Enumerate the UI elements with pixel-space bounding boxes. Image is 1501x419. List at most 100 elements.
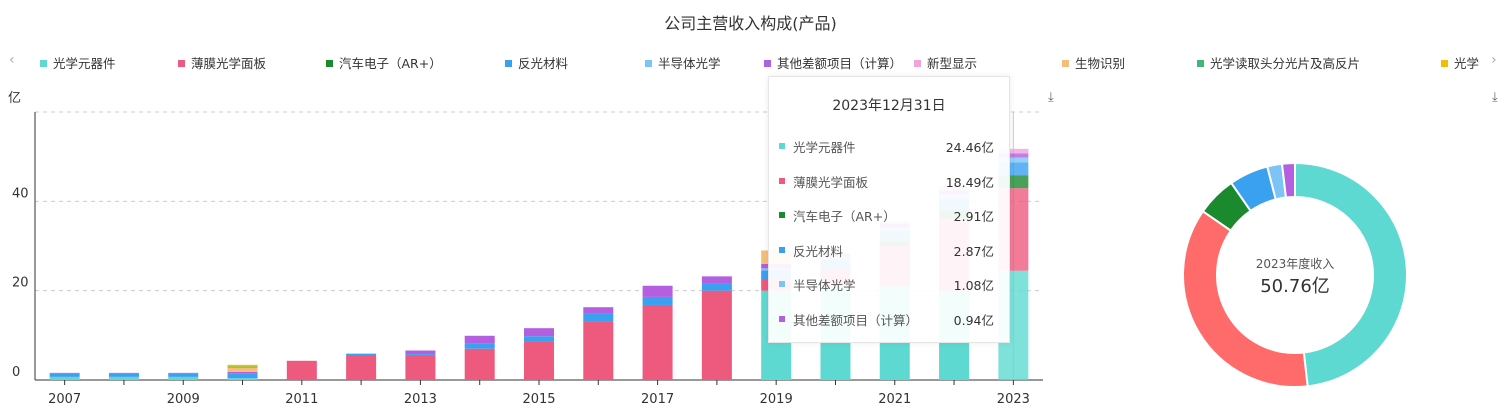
tooltip-swatch — [779, 177, 785, 184]
bar-segment — [49, 376, 80, 380]
bar-segment — [405, 354, 436, 380]
tooltip-swatch — [779, 212, 785, 218]
x-tick-label: 2013 — [404, 392, 437, 407]
legend-swatch — [1441, 60, 1448, 67]
legend-item[interactable]: 薄膜光学面板 — [178, 53, 266, 72]
y-tick-label: 40 — [12, 186, 29, 201]
tooltip-series-value: 0.94亿 — [953, 312, 994, 328]
tooltip-swatch — [779, 281, 785, 287]
tooltip-series-value: 2.87亿 — [953, 243, 994, 259]
bar-segment — [227, 378, 258, 380]
tooltip-series-value: 1.08亿 — [953, 278, 994, 293]
bar-segment — [49, 373, 80, 377]
x-tick-label: 2017 — [641, 392, 674, 407]
bar-segment — [583, 307, 614, 314]
tooltip-row: 反光材料 2.87亿 — [779, 241, 994, 261]
legend-label: 光学元器件 — [53, 56, 116, 71]
bar-segment — [524, 341, 554, 380]
bar-segment — [998, 148, 1029, 154]
download-icon[interactable]: ⤓ — [1492, 90, 1498, 105]
bar-segment — [227, 367, 258, 372]
bar-segment — [227, 366, 258, 368]
bar-segment — [227, 371, 258, 374]
bar-segment — [168, 376, 199, 380]
bar-segment — [642, 296, 673, 305]
legend-label: 薄膜光学面板 — [191, 56, 267, 71]
bar-segment — [998, 157, 1029, 163]
legend-item[interactable]: 汽车电子（AR+） — [326, 53, 442, 72]
tooltip-row: 其他差额项目（计算） 0.94亿 — [779, 310, 994, 330]
bar-segment — [108, 372, 139, 374]
legend-label: 反光材料 — [518, 56, 569, 71]
tooltip: 2023年12月31日 光学元器件 24.46亿薄膜光学面板 18.49亿汽车电子（… — [768, 76, 1010, 343]
tooltip-swatch — [779, 246, 785, 253]
x-tick-label: 2019 — [760, 392, 793, 407]
legend-swatch — [326, 60, 333, 67]
y-tick-label: 0 — [12, 365, 20, 380]
bar-segment — [583, 313, 614, 322]
legend-item[interactable]: 反光材料 — [505, 53, 568, 72]
bar-segment — [998, 153, 1029, 158]
tooltip-series-name: 反光材料 — [793, 243, 844, 259]
legend-swatch — [505, 60, 512, 67]
x-tick-label: 2007 — [48, 392, 81, 407]
tooltip-series-name: 光学元器件 — [793, 140, 856, 155]
tooltip-row: 汽车电子（AR+） 2.91亿 — [779, 206, 994, 226]
bar-segment — [49, 372, 80, 374]
chevron-left-icon[interactable]: ‹ — [9, 52, 15, 68]
legend-item[interactable]: 半导体光学 — [645, 53, 721, 72]
legend-swatch — [178, 60, 185, 67]
tooltip-swatch — [779, 315, 785, 322]
legend-label: 光学读取头分光片及高反片 — [1210, 56, 1361, 71]
donut-slice[interactable] — [1294, 161, 1408, 388]
legend-item[interactable]: 光学元器件 — [40, 53, 116, 72]
donut-slice[interactable] — [1280, 161, 1296, 199]
legend-item[interactable]: 其他差额项目（计算） — [764, 53, 902, 72]
bar-segment — [464, 348, 495, 380]
tooltip-series-name: 其他差额项目（计算） — [793, 312, 919, 328]
bar-segment — [524, 336, 554, 342]
chevron-right-icon[interactable]: › — [1491, 52, 1497, 68]
legend-label: 新型显示 — [927, 56, 978, 71]
x-tick-label: 2009 — [167, 392, 200, 407]
bar-segment — [405, 354, 436, 355]
tooltip-series-name: 薄膜光学面板 — [793, 174, 869, 190]
legend-label: 生物识别 — [1075, 56, 1126, 71]
legend-swatch — [914, 60, 921, 67]
legend-label: 汽车电子（AR+） — [339, 56, 442, 71]
tooltip-series-value: 24.46亿 — [945, 140, 994, 155]
legend-item[interactable]: 新型显示 — [914, 53, 977, 72]
tooltip-row: 薄膜光学面板 18.49亿 — [779, 172, 994, 192]
bar-segment — [583, 321, 614, 380]
tooltip-series-name: 半导体光学 — [793, 278, 856, 293]
tooltip-series-value: 2.91亿 — [953, 209, 994, 224]
tooltip-series-value: 18.49亿 — [945, 174, 994, 190]
x-tick-label: 2011 — [285, 392, 318, 407]
y-tick-label: 20 — [12, 276, 29, 291]
bar-segment — [346, 353, 377, 355]
donut-slice[interactable] — [1182, 209, 1309, 388]
tooltip-swatch — [779, 143, 785, 149]
bar-segment — [464, 335, 495, 344]
bar-segment — [701, 276, 732, 284]
donut-center-value: 50.76亿 — [1260, 276, 1330, 297]
legend-item[interactable]: 光学读取头分光片及高反片 — [1197, 53, 1360, 72]
x-tick-label: 2015 — [522, 392, 555, 407]
bar-segment — [701, 283, 732, 291]
bar-segment — [464, 343, 495, 349]
bar-segment — [701, 290, 732, 380]
bar-segment — [227, 364, 258, 367]
bar-segment — [524, 328, 554, 337]
donut-chart — [1182, 161, 1408, 388]
legend-item[interactable]: 光学 — [1441, 53, 1479, 72]
legend-swatch — [40, 60, 47, 67]
donut-center-caption: 2023年度收入 — [1255, 257, 1335, 271]
chart-title: 公司主营收入构成(产品) — [664, 14, 837, 33]
legend-swatch — [645, 60, 652, 67]
tooltip-row: 光学元器件 24.46亿 — [779, 137, 994, 157]
bar-segment — [405, 350, 436, 355]
bar-segment — [227, 373, 258, 379]
tooltip-title: 2023年12月31日 — [832, 98, 946, 114]
download-icon[interactable]: ⤓ — [1048, 90, 1054, 105]
legend-item[interactable]: 生物识别 — [1062, 53, 1125, 72]
